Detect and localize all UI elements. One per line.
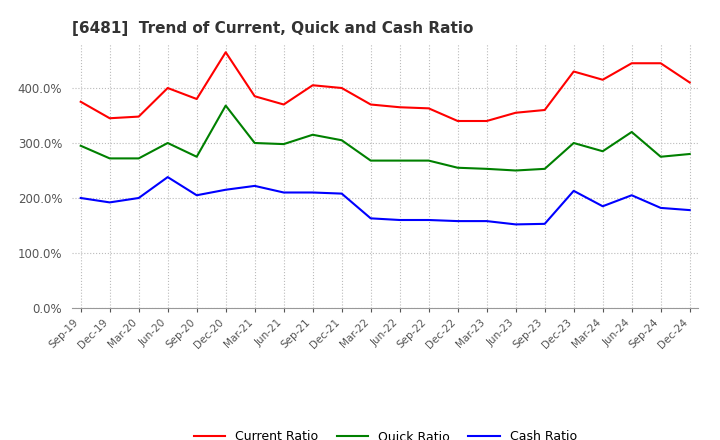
Cash Ratio: [366, 216, 375, 221]
Cash Ratio: [424, 217, 433, 223]
Quick Ratio: [541, 166, 549, 172]
Cash Ratio: [511, 222, 520, 227]
Line: Current Ratio: Current Ratio: [81, 52, 690, 121]
Current Ratio: [570, 69, 578, 74]
Quick Ratio: [598, 149, 607, 154]
Cash Ratio: [221, 187, 230, 192]
Quick Ratio: [627, 129, 636, 135]
Cash Ratio: [105, 200, 114, 205]
Cash Ratio: [570, 188, 578, 194]
Quick Ratio: [251, 140, 259, 146]
Current Ratio: [366, 102, 375, 107]
Cash Ratio: [135, 195, 143, 201]
Cash Ratio: [482, 218, 491, 224]
Quick Ratio: [76, 143, 85, 148]
Current Ratio: [395, 105, 404, 110]
Current Ratio: [135, 114, 143, 119]
Cash Ratio: [454, 218, 462, 224]
Current Ratio: [685, 80, 694, 85]
Current Ratio: [424, 106, 433, 111]
Current Ratio: [338, 85, 346, 91]
Current Ratio: [279, 102, 288, 107]
Current Ratio: [308, 83, 317, 88]
Quick Ratio: [424, 158, 433, 163]
Quick Ratio: [482, 166, 491, 172]
Legend: Current Ratio, Quick Ratio, Cash Ratio: Current Ratio, Quick Ratio, Cash Ratio: [189, 425, 582, 440]
Quick Ratio: [511, 168, 520, 173]
Cash Ratio: [395, 217, 404, 223]
Quick Ratio: [135, 156, 143, 161]
Quick Ratio: [192, 154, 201, 159]
Quick Ratio: [338, 138, 346, 143]
Current Ratio: [598, 77, 607, 82]
Cash Ratio: [76, 195, 85, 201]
Current Ratio: [627, 61, 636, 66]
Cash Ratio: [251, 183, 259, 188]
Cash Ratio: [657, 205, 665, 210]
Current Ratio: [192, 96, 201, 102]
Cash Ratio: [279, 190, 288, 195]
Quick Ratio: [105, 156, 114, 161]
Current Ratio: [163, 85, 172, 91]
Current Ratio: [76, 99, 85, 104]
Quick Ratio: [366, 158, 375, 163]
Quick Ratio: [454, 165, 462, 170]
Current Ratio: [454, 118, 462, 124]
Quick Ratio: [395, 158, 404, 163]
Current Ratio: [511, 110, 520, 115]
Cash Ratio: [541, 221, 549, 227]
Current Ratio: [251, 94, 259, 99]
Quick Ratio: [570, 140, 578, 146]
Quick Ratio: [279, 141, 288, 147]
Current Ratio: [105, 116, 114, 121]
Line: Quick Ratio: Quick Ratio: [81, 106, 690, 171]
Cash Ratio: [598, 204, 607, 209]
Current Ratio: [482, 118, 491, 124]
Cash Ratio: [163, 174, 172, 180]
Quick Ratio: [163, 140, 172, 146]
Current Ratio: [221, 50, 230, 55]
Current Ratio: [657, 61, 665, 66]
Quick Ratio: [657, 154, 665, 159]
Cash Ratio: [685, 207, 694, 213]
Cash Ratio: [627, 193, 636, 198]
Quick Ratio: [685, 151, 694, 157]
Text: [6481]  Trend of Current, Quick and Cash Ratio: [6481] Trend of Current, Quick and Cash …: [72, 21, 473, 36]
Cash Ratio: [308, 190, 317, 195]
Quick Ratio: [308, 132, 317, 137]
Current Ratio: [541, 107, 549, 113]
Cash Ratio: [338, 191, 346, 196]
Cash Ratio: [192, 193, 201, 198]
Line: Cash Ratio: Cash Ratio: [81, 177, 690, 224]
Quick Ratio: [221, 103, 230, 108]
